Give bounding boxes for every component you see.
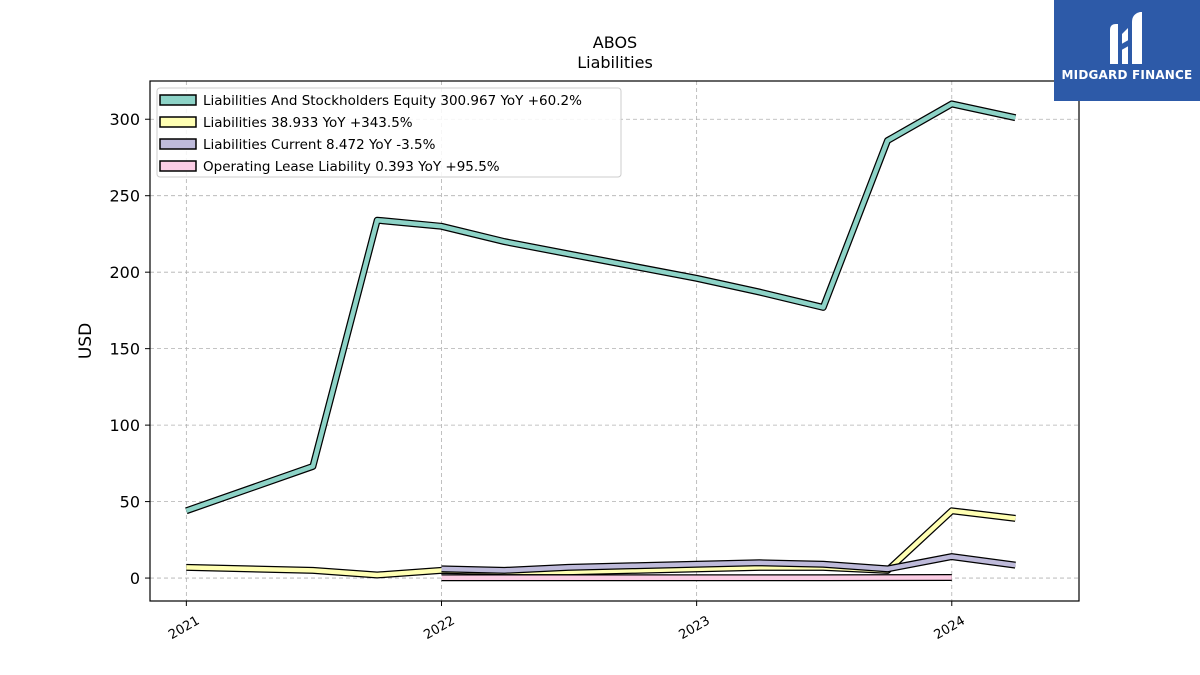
data-point bbox=[376, 574, 378, 576]
data-point bbox=[1015, 564, 1017, 566]
data-point bbox=[696, 568, 698, 570]
x-tick-label: 2021 bbox=[166, 613, 202, 643]
series-line bbox=[185, 101, 1016, 513]
legend-label: Operating Lease Liability 0.393 YoY +95.… bbox=[203, 159, 500, 175]
y-tick-label: 50 bbox=[120, 493, 140, 512]
chart-subtitle: Liabilities bbox=[577, 53, 653, 72]
data-point bbox=[186, 567, 188, 569]
data-point bbox=[951, 556, 953, 558]
data-point bbox=[632, 577, 634, 579]
series-lines bbox=[185, 100, 1017, 582]
series-3 bbox=[441, 553, 1017, 574]
data-point bbox=[1015, 518, 1017, 520]
data-point bbox=[822, 563, 824, 565]
data-point bbox=[759, 577, 761, 579]
x-tick-label: 2023 bbox=[676, 613, 712, 643]
data-point bbox=[504, 241, 506, 243]
data-point bbox=[759, 562, 761, 564]
data-point bbox=[376, 219, 378, 221]
y-tick-label: 0 bbox=[130, 569, 140, 588]
data-point bbox=[759, 291, 761, 293]
legend-label: Liabilities And Stockholders Equity 300.… bbox=[203, 93, 582, 109]
x-axis: 2021 2022 2023 2024 bbox=[166, 601, 968, 643]
legend-label: Liabilities 38.933 YoY +343.5% bbox=[203, 115, 413, 131]
data-point bbox=[312, 570, 314, 572]
brand-logo: MIDGARD FINANCE bbox=[1054, 0, 1200, 101]
data-point bbox=[567, 577, 569, 579]
series-1 bbox=[185, 100, 1017, 515]
brand-name: MIDGARD FINANCE bbox=[1061, 68, 1193, 82]
data-point bbox=[887, 568, 889, 570]
legend-swatch bbox=[159, 160, 197, 172]
data-point bbox=[632, 565, 634, 567]
y-tick-label: 100 bbox=[109, 416, 140, 435]
data-point bbox=[696, 577, 698, 579]
x-tick-label: 2022 bbox=[421, 613, 457, 643]
data-point bbox=[951, 103, 953, 105]
data-point bbox=[696, 563, 698, 565]
data-point bbox=[887, 577, 889, 579]
data-point bbox=[632, 265, 634, 267]
plot-frame bbox=[149, 80, 1080, 602]
data-point bbox=[441, 577, 443, 579]
data-point bbox=[822, 577, 824, 579]
midgard-logo-icon bbox=[1110, 12, 1142, 64]
data-point bbox=[632, 570, 634, 572]
y-tick-label: 250 bbox=[109, 187, 140, 206]
chart-title: ABOS bbox=[593, 33, 637, 52]
data-point bbox=[567, 571, 569, 573]
data-point bbox=[567, 253, 569, 255]
legend-box bbox=[156, 87, 622, 178]
y-axis-label: USD bbox=[76, 323, 96, 359]
legend-swatch bbox=[159, 116, 197, 128]
data-point bbox=[951, 577, 953, 579]
legend-swatch bbox=[159, 94, 197, 106]
data-point bbox=[504, 570, 506, 572]
series-4 bbox=[441, 574, 953, 582]
data-point bbox=[312, 466, 314, 468]
data-point bbox=[759, 567, 761, 569]
data-point bbox=[951, 510, 953, 512]
y-tick-label: 150 bbox=[109, 340, 140, 359]
data-point bbox=[822, 307, 824, 309]
data-point bbox=[441, 568, 443, 570]
data-point bbox=[441, 225, 443, 227]
y-tick-label: 200 bbox=[109, 263, 140, 282]
legend-label: Liabilities Current 8.472 YoY -3.5% bbox=[203, 137, 436, 153]
data-point bbox=[696, 277, 698, 279]
x-tick-label: 2024 bbox=[932, 613, 968, 643]
legend-swatch bbox=[159, 138, 197, 150]
data-point bbox=[1015, 117, 1017, 119]
y-tick-label: 300 bbox=[109, 110, 140, 129]
series-line bbox=[441, 554, 1016, 573]
data-point bbox=[186, 510, 188, 512]
data-point bbox=[504, 577, 506, 579]
y-axis: 0 50 100 150 200 250 300 bbox=[109, 110, 150, 588]
data-point bbox=[567, 567, 569, 569]
legend: Liabilities And Stockholders Equity 300.… bbox=[156, 87, 622, 178]
data-point bbox=[887, 140, 889, 142]
